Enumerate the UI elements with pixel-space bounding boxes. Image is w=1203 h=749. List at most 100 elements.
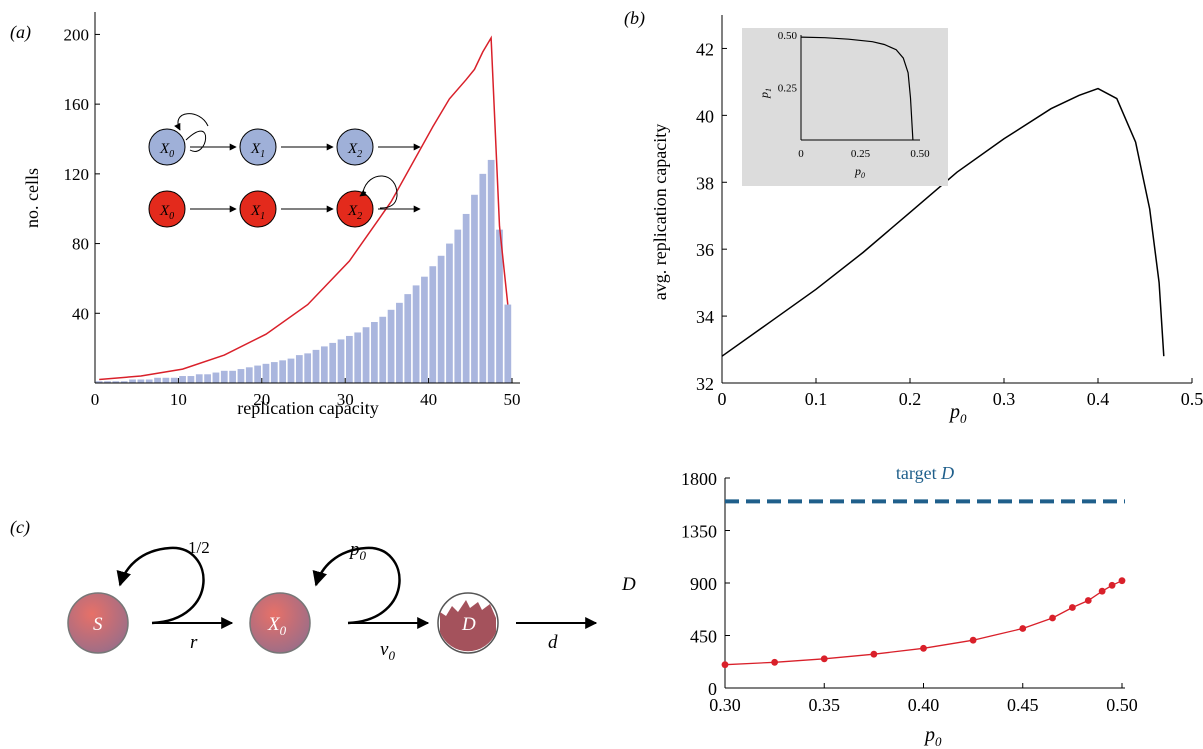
x-tick-label: 10: [170, 390, 187, 409]
arrow-r-label: r: [190, 632, 198, 653]
d-point: [1084, 597, 1092, 604]
histogram-bar: [237, 369, 245, 383]
histogram-bar: [362, 327, 370, 383]
histogram-bar: [471, 194, 478, 383]
histogram-bar: [487, 159, 495, 383]
x-tick-label: 0: [91, 390, 100, 409]
histogram-bar: [287, 358, 295, 383]
b-x-tick-label: 0.5: [1181, 389, 1203, 409]
histogram-bar: [329, 342, 337, 383]
panel-label-c: (c): [10, 517, 30, 538]
node-d-label: D: [461, 614, 476, 635]
blue-self-loop-arrow: [174, 113, 209, 131]
histogram-bar: [245, 367, 253, 383]
c-y-ticks: 0 450 900 1350 1800: [681, 469, 730, 699]
d-point: [1108, 581, 1116, 589]
c-x-tick-label: 0.40: [908, 695, 940, 715]
c-x-axis-label: p0: [923, 724, 942, 749]
histogram-bar: [421, 276, 428, 383]
node-s-label: S: [93, 614, 103, 635]
fit-curve: [99, 35, 509, 381]
histogram-bar: [379, 316, 387, 383]
histogram-bar: [371, 322, 378, 383]
b-y-tick-label: 34: [696, 307, 714, 327]
inset-x-tick-label: 0.50: [910, 148, 930, 160]
histogram-bar: [462, 213, 470, 383]
c-y-tick-label: 450: [690, 627, 717, 647]
histogram-bar: [120, 381, 128, 383]
c-x-tick-label: 0.35: [809, 695, 841, 715]
histogram-bar: [104, 381, 111, 383]
histogram-bar: [137, 379, 145, 383]
y-ticks: 40 80 120 160 200: [64, 25, 100, 323]
d-point: [1049, 614, 1056, 622]
c-y-axis-label: D: [621, 574, 636, 595]
panel-label-b: (b): [624, 8, 645, 29]
inset-curve: [800, 36, 914, 141]
compartment-diagram: S X0 D r v0 d 1/2 p0: [67, 538, 598, 663]
arrow-d-label: d: [548, 632, 558, 653]
histogram-bar: [187, 376, 195, 383]
histogram-bar: [504, 304, 512, 383]
b-y-tick-label: 36: [696, 240, 714, 260]
b-y-axis-label: avg. replication capacity: [650, 124, 670, 300]
b-x-tick-label: 0.4: [1087, 389, 1110, 409]
d-point: [870, 650, 878, 658]
histogram-bar: [354, 332, 362, 383]
b-x-ticks: 0 0.1 0.2 0.3 0.4 0.5: [718, 378, 1203, 409]
histogram-bar: [204, 374, 211, 383]
histogram-bar: [270, 362, 278, 383]
histogram-bar: [145, 379, 153, 383]
avg-capacity-chart: 0 0.1 0.2 0.3 0.4 0.5 32 34 36 38 40 42 p0 avg. re…: [650, 15, 1203, 426]
loop-x0: [312, 546, 401, 625]
loop-x0-label: p0: [348, 539, 367, 563]
histogram-bars: [95, 159, 512, 383]
histogram-bar: [195, 374, 203, 383]
histogram-bar: [479, 173, 487, 383]
d-chart: target D 0.30 0.35 0.40 0.45 0.50 0 450 900 135…: [621, 463, 1138, 749]
b-curve: [721, 87, 1165, 357]
histogram-bar: [129, 379, 136, 383]
y-tick-label: 160: [64, 95, 90, 114]
inset-chart: 0 0.25 0.50 0.25 0.50 p0 p1: [742, 28, 948, 186]
loop-s-label: 1/2: [188, 538, 210, 557]
histogram-bar: [320, 346, 328, 383]
histogram-bar: [170, 377, 178, 383]
histogram-bar: [437, 255, 445, 383]
b-y-tick-label: 32: [696, 374, 714, 394]
red-node-x2: [336, 190, 374, 228]
d-point: [820, 655, 828, 663]
b-x-tick-label: 0.3: [993, 389, 1016, 409]
c-x-tick-label: 0.45: [1007, 695, 1039, 715]
blue-node-x2: [336, 128, 374, 166]
c-x-ticks: 0.30 0.35 0.40 0.45 0.50: [709, 683, 1138, 715]
b-x-tick-label: 0: [718, 389, 727, 409]
target-label: target D: [896, 463, 954, 483]
c-y-tick-label: 900: [690, 574, 717, 594]
histogram-bar: [154, 377, 161, 383]
histogram-bar: [295, 355, 303, 383]
inset-y-tick-label: 0.50: [778, 30, 798, 42]
red-node-x0: [148, 190, 186, 228]
red-self-loop-arrow: [359, 189, 368, 197]
b-y-tick-label: 38: [696, 173, 714, 193]
blue-node-x1: [239, 128, 277, 166]
histogram-bar: [412, 285, 420, 383]
y-tick-label: 80: [72, 235, 89, 254]
histogram-bar: [304, 353, 312, 383]
y-tick-label: 200: [64, 25, 90, 44]
c-x-tick-label: 0.30: [709, 695, 741, 715]
b-y-tick-label: 42: [696, 39, 714, 59]
b-y-tick-label: 40: [696, 106, 714, 126]
histogram-bar: [112, 381, 120, 383]
red-node-x0-label: X0: [159, 203, 174, 222]
b-y-ticks: 32 34 36 38 40 42: [696, 39, 727, 394]
x-tick-label: 30: [337, 390, 354, 409]
red-node-x1-label: X1: [250, 203, 265, 222]
histogram-bar: [254, 365, 261, 383]
histogram-bar: [212, 372, 220, 383]
c-y-tick-label: 1800: [681, 469, 717, 489]
x-tick-label: 50: [504, 390, 521, 409]
histogram-bar: [446, 243, 453, 383]
